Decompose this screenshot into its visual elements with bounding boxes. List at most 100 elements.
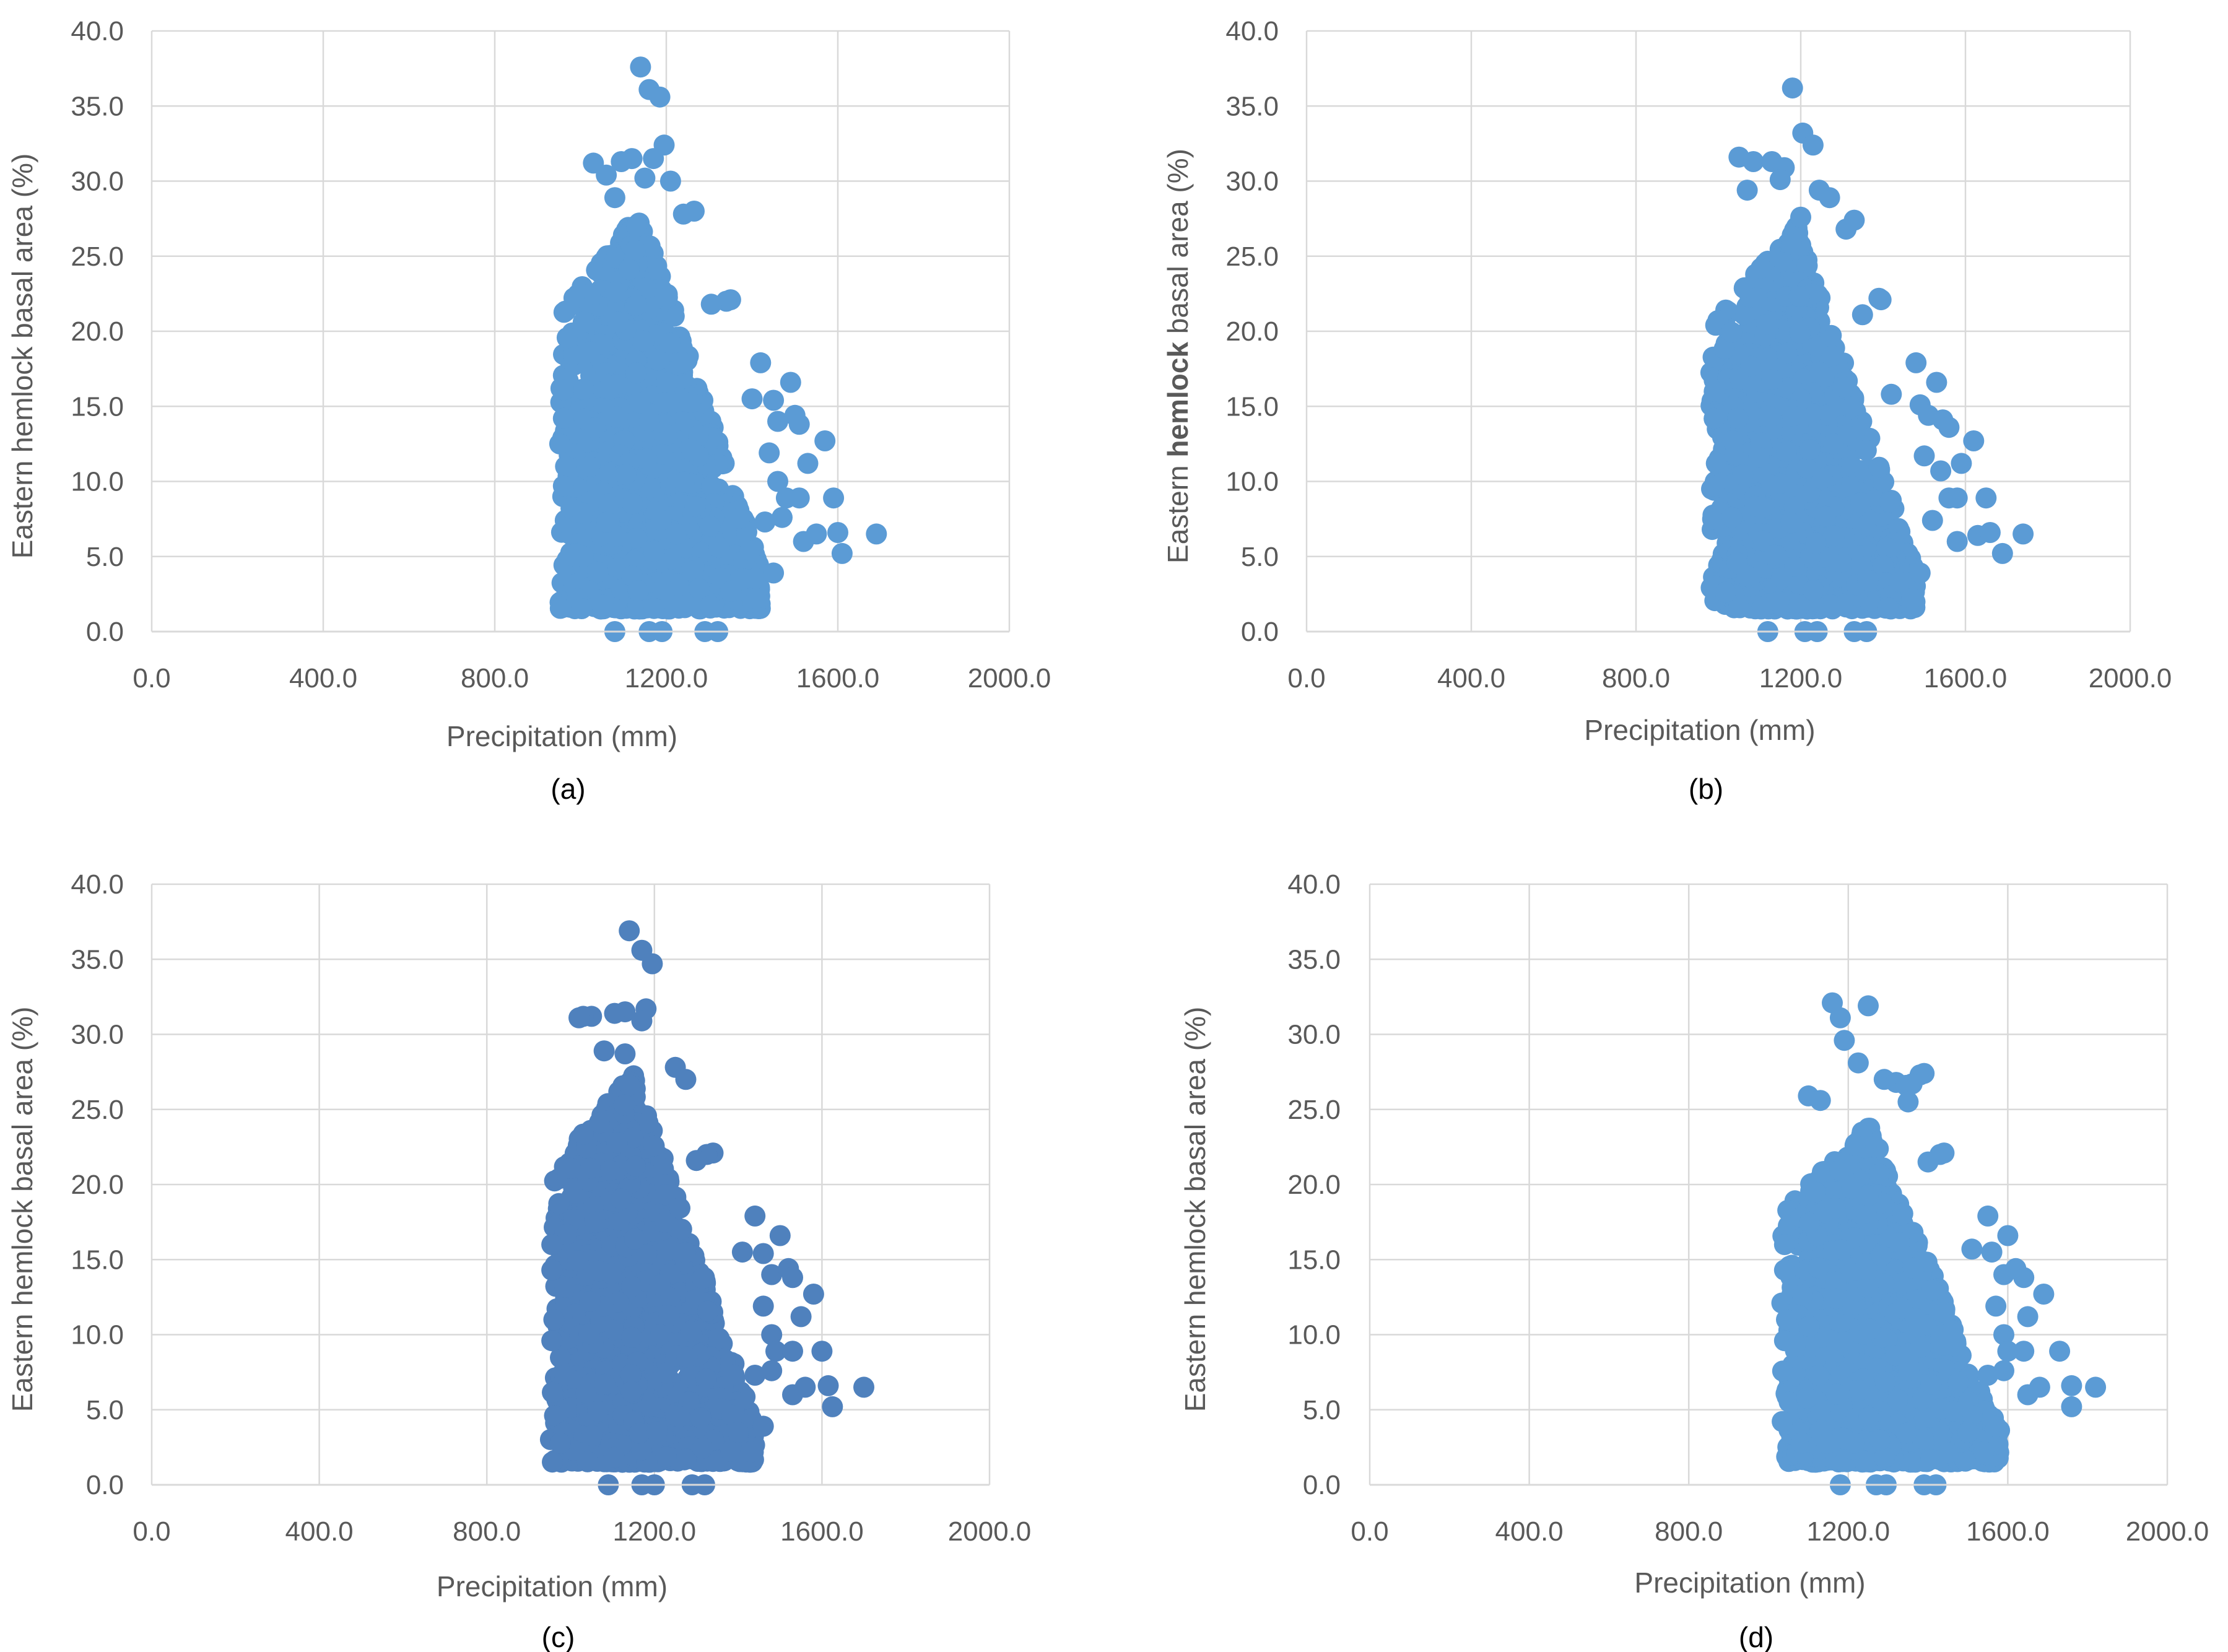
y-tick-label: 20.0 <box>1225 316 1279 347</box>
data-point <box>1930 460 1952 482</box>
data-point <box>1913 445 1935 467</box>
data-point <box>754 511 776 533</box>
data-point <box>746 588 767 609</box>
data-point <box>708 537 730 559</box>
data-point <box>1736 180 1758 201</box>
y-tick-label: 35.0 <box>71 91 124 121</box>
data-point <box>636 448 658 469</box>
data-point <box>563 287 585 309</box>
data-point <box>1704 381 1725 402</box>
data-point <box>1946 487 1968 509</box>
y-tick-label: 5.0 <box>1241 542 1279 572</box>
data-point <box>759 442 780 464</box>
data-point <box>1823 525 1845 547</box>
data-point <box>1781 233 1802 254</box>
data-point <box>2013 523 2034 545</box>
data-point <box>1746 287 1768 308</box>
y-axis-title-after: hemlock basal area (%) <box>6 154 38 453</box>
data-point <box>584 417 606 438</box>
data-point <box>684 201 705 222</box>
data-point <box>622 493 643 515</box>
data-point <box>1780 512 1801 534</box>
data-point <box>606 406 627 428</box>
y-tick-label: 10.0 <box>1225 467 1279 497</box>
data-point <box>634 167 656 189</box>
data-point <box>643 148 664 170</box>
data-point <box>650 510 672 531</box>
data-point <box>741 388 763 410</box>
data-point <box>1881 383 1902 405</box>
data-point <box>763 562 785 584</box>
data-point <box>699 515 721 537</box>
data-point <box>1879 491 1900 513</box>
data-point <box>629 392 651 414</box>
data-point <box>1835 219 1857 240</box>
y-axis-title-after: hemlock basal area (%) <box>6 1007 38 1306</box>
y-tick-label: 0.0 <box>86 1470 124 1500</box>
x-tick-label: 2000.0 <box>968 663 1051 693</box>
data-point <box>1722 430 1744 451</box>
x-tick-label: 0.0 <box>133 663 170 693</box>
data-point <box>1704 407 1725 429</box>
y-tick-label: 40.0 <box>71 16 124 46</box>
data-point <box>1946 531 1968 552</box>
data-point <box>1782 77 1803 99</box>
data-point <box>1727 407 1749 429</box>
data-point <box>1877 597 1899 619</box>
data-point <box>733 568 754 590</box>
x-tick-label: 800.0 <box>453 1516 521 1547</box>
y-tick-label: 10.0 <box>71 1320 124 1350</box>
data-point <box>1963 430 1985 451</box>
data-point <box>814 430 836 451</box>
data-point <box>1832 376 1853 398</box>
data-point <box>626 294 647 316</box>
data-point <box>556 327 578 349</box>
y-axis-title-after: basal area (%) <box>1162 149 1194 342</box>
y-axis-title-before: Eastern <box>1162 458 1194 563</box>
y-tick-label: 20.0 <box>71 1170 124 1200</box>
data-point <box>1909 562 1931 584</box>
chart-panel-c: 0.05.010.015.020.025.030.035.040.00.0 400… <box>6 869 1031 1652</box>
y-tick-label: 5.0 <box>86 542 124 572</box>
data-point <box>1790 206 1811 228</box>
y-tick-label: 10.0 <box>71 467 124 497</box>
x-tick-label: 800.0 <box>461 663 529 693</box>
data-point <box>1761 369 1783 391</box>
data-point <box>1814 505 1836 527</box>
data-point <box>572 546 594 567</box>
data-point <box>1789 323 1811 344</box>
data-point <box>598 493 619 515</box>
data-point <box>1905 352 1927 373</box>
y-tick-label: 0.0 <box>1241 617 1279 647</box>
data-point <box>1799 439 1821 461</box>
data-point <box>596 164 617 186</box>
x-axis-title: Precipitation (mm) <box>446 720 677 752</box>
data-point <box>1739 355 1761 377</box>
x-tick-label: 1600.0 <box>796 663 880 693</box>
data-point <box>1704 475 1725 497</box>
data-point <box>1759 406 1781 428</box>
data-point <box>1822 433 1844 454</box>
data-point <box>638 411 660 432</box>
data-point <box>1811 467 1833 489</box>
data-point <box>1805 533 1827 554</box>
data-point <box>1750 258 1772 279</box>
data-point <box>663 305 685 327</box>
data-point <box>649 86 671 108</box>
data-point <box>1868 456 1890 478</box>
data-point <box>1921 510 1943 531</box>
data-point <box>827 522 848 543</box>
data-point <box>607 311 629 333</box>
y-tick-label: 30.0 <box>71 1020 124 1050</box>
data-point <box>1764 544 1785 566</box>
data-point <box>615 464 637 485</box>
data-point <box>571 598 593 619</box>
data-point <box>1803 580 1824 601</box>
data-point <box>659 333 681 354</box>
x-tick-label: 400.0 <box>285 1516 354 1547</box>
data-point <box>1761 474 1783 496</box>
data-point <box>1782 406 1804 427</box>
data-point <box>630 56 651 78</box>
x-tick-label: 0.0 <box>133 1516 170 1547</box>
data-point <box>750 352 772 373</box>
